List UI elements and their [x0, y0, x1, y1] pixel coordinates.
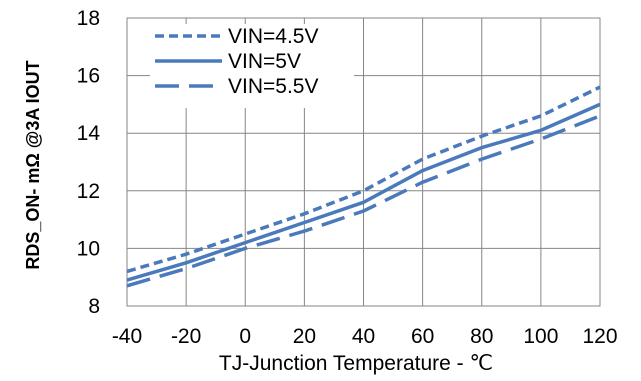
series-line — [126, 114, 601, 288]
legend-label: VIN=4.5V — [228, 25, 318, 48]
y-tick-label: 8 — [88, 295, 100, 318]
y-tick-labels: 8 10 12 14 16 18 — [77, 7, 101, 318]
x-tick-label: 100 — [523, 325, 558, 348]
y-tick-label: 14 — [77, 122, 101, 145]
x-axis-label: TJ-Junction Temperature - ℃ — [219, 352, 493, 375]
x-tick-label: 120 — [582, 325, 617, 348]
series-line — [126, 102, 601, 282]
y-tick-label: 12 — [77, 180, 100, 203]
x-tick-label: 40 — [352, 325, 375, 348]
x-tick-labels: -40 -20 0 20 40 60 80 100 120 — [112, 325, 618, 348]
plot-border — [126, 17, 601, 307]
x-tick-label: 0 — [239, 325, 251, 348]
series-layer — [126, 85, 601, 288]
legend-label: VIN=5V — [228, 50, 301, 73]
y-tick-label: 10 — [77, 237, 100, 260]
legend-box — [150, 24, 354, 108]
x-tick-label: -40 — [112, 325, 142, 348]
x-tick-label: 60 — [411, 325, 434, 348]
y-tick-label: 18 — [77, 7, 100, 30]
y-axis-label: RDS_ON- mΩ @3A IOUT — [23, 60, 43, 269]
legend-label: VIN=5.5V — [228, 75, 318, 98]
x-tick-label: 80 — [470, 325, 493, 348]
x-tick-label: 20 — [293, 325, 316, 348]
y-tick-label: 16 — [77, 65, 100, 88]
x-tick-label: -20 — [171, 325, 201, 348]
series-line — [126, 85, 601, 274]
